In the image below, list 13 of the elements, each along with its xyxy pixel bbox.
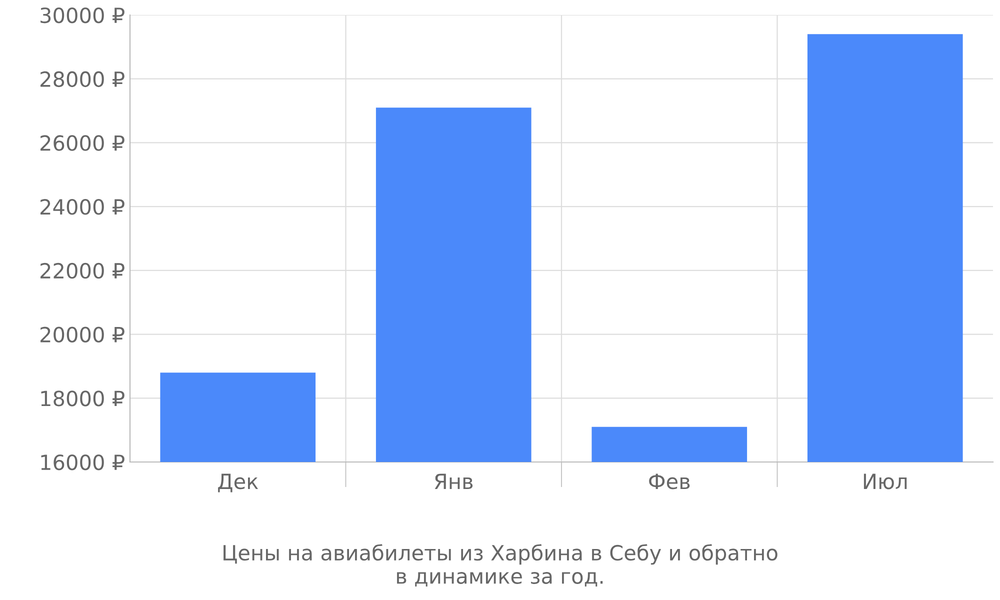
y-tick-label: 18000 ₽ [41,390,124,406]
x-tick-label: Июл [864,474,907,490]
y-tick-label: 26000 ₽ [40,135,124,151]
y-tick-label: 30000 ₽ [40,7,124,24]
x-tick-label: Янв [434,474,473,489]
y-tick-label: 28000 ₽ [40,71,124,88]
x-tick-label: Фев [649,474,690,490]
y-tick-label: 22000 ₽ [40,262,124,279]
y-tick-label: 16000 ₽ [41,454,124,470]
y-tick-label: 20000 ₽ [40,326,124,342]
y-tick-label: 24000 ₽ [40,199,124,215]
x-tick-label: Дек [218,474,258,492]
text: Цены на авиабилеты из Харбина в Себу и обратно в динамике за год. [224,544,778,587]
